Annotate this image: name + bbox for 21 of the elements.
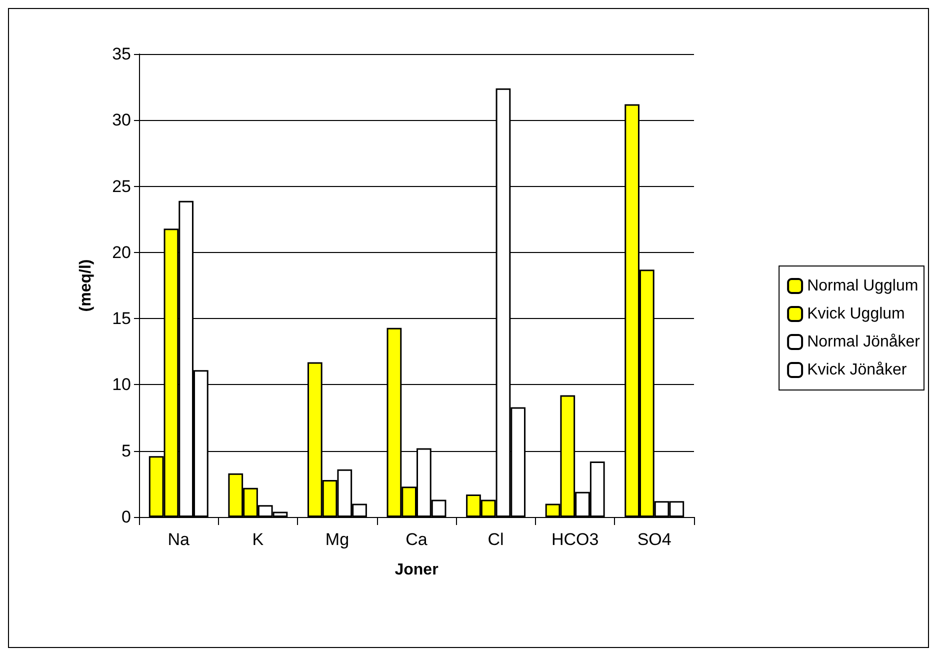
y-tick-label: 15 <box>112 309 131 328</box>
x-tick-label: HCO3 <box>551 530 599 549</box>
y-tick-label: 10 <box>112 375 131 394</box>
y-tick-label: 25 <box>112 176 131 196</box>
y-tick-label: 5 <box>122 441 131 460</box>
x-axis-title: Joner <box>394 562 438 578</box>
y-tick-label: 30 <box>112 110 131 130</box>
x-tick-label: Na <box>168 530 190 549</box>
legend-label: Kvick Jönåker <box>807 362 908 378</box>
y-tick-label: 20 <box>112 242 131 262</box>
x-tick-label: SO4 <box>637 530 672 549</box>
y-axis-title: (meq/l) <box>78 259 94 312</box>
y-tick-label: 0 <box>122 508 131 526</box>
legend-label: Normal Ugglum <box>807 278 918 294</box>
legend-label: Kvick Ugglum <box>807 306 905 322</box>
x-tick-label: Cl <box>488 530 504 549</box>
y-tick-label: 35 <box>112 44 131 64</box>
x-tick-label: Ca <box>406 530 428 549</box>
legend-label: Normal Jönåker <box>807 334 921 350</box>
x-tick-label: Mg <box>325 530 350 549</box>
x-tick-label: K <box>252 530 264 549</box>
